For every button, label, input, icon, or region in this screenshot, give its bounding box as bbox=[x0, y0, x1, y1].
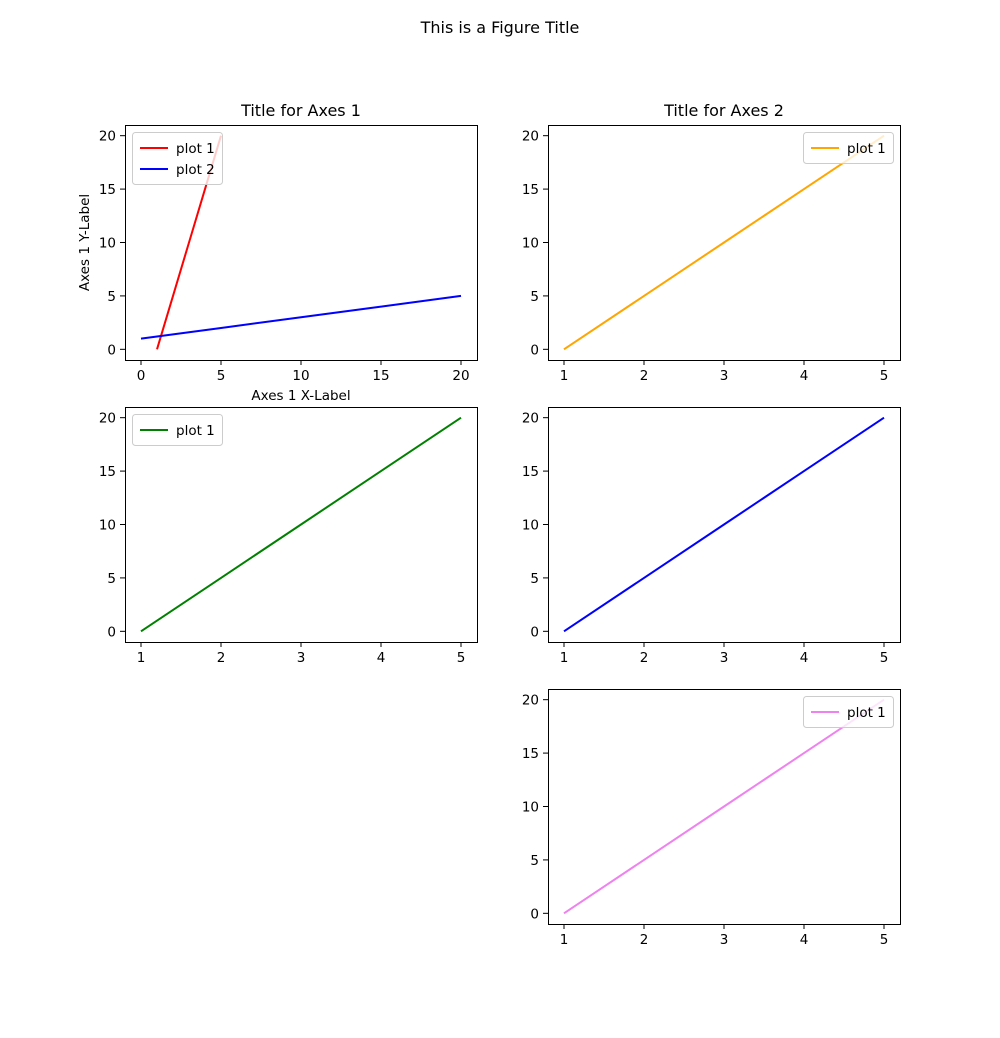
x-tick-label: 5 bbox=[217, 368, 226, 384]
legend: plot 1 bbox=[132, 414, 223, 446]
series-line-plot-1 bbox=[140, 416, 462, 633]
x-tick-label: 5 bbox=[457, 650, 466, 666]
legend-frame bbox=[803, 132, 894, 164]
x-tick-label: 1 bbox=[560, 650, 569, 666]
axes-title: Title for Axes 1 bbox=[240, 101, 361, 120]
x-tick-label: 20 bbox=[452, 368, 469, 384]
y-tick-label: 0 bbox=[530, 906, 539, 922]
x-tick-label: 2 bbox=[640, 650, 649, 666]
series-line-plot-2 bbox=[140, 294, 462, 340]
y-tick-label: 5 bbox=[107, 289, 116, 305]
axes-1: 0 5 10 15 20 0 5 10 15 20 Title for Axes 1 Axes 1 X… bbox=[77, 101, 478, 404]
y-tick-label: 10 bbox=[522, 518, 539, 534]
x-tick-label: 1 bbox=[137, 650, 146, 666]
x-tick-label: 2 bbox=[640, 368, 649, 384]
series-line-plot-1 bbox=[563, 698, 885, 915]
legend-label: plot 1 bbox=[176, 141, 215, 157]
y-tick-label: 5 bbox=[530, 289, 539, 305]
legend-label: plot 1 bbox=[847, 705, 886, 721]
x-tick-label: 4 bbox=[800, 368, 809, 384]
axes-4: 1 2 3 4 5 0 5 10 15 20 bbox=[522, 407, 901, 666]
series-line-unnamed bbox=[563, 416, 885, 633]
legend: plot 1 bbox=[803, 696, 894, 728]
x-tick-label: 5 bbox=[880, 368, 889, 384]
y-tick-label: 10 bbox=[99, 236, 116, 252]
y-tick-label: 0 bbox=[107, 624, 116, 640]
y-tick-label: 20 bbox=[99, 129, 116, 145]
legend-label: plot 1 bbox=[847, 141, 886, 157]
legend: plot 1 plot 2 bbox=[132, 132, 223, 185]
legend-frame bbox=[132, 132, 223, 185]
legend-frame bbox=[132, 414, 223, 446]
y-tick-label: 10 bbox=[99, 518, 116, 534]
x-tick-label: 5 bbox=[880, 932, 889, 948]
x-tick-label: 3 bbox=[297, 650, 306, 666]
x-tick-label: 3 bbox=[720, 932, 729, 948]
x-tick-label: 1 bbox=[560, 932, 569, 948]
x-tick-label: 4 bbox=[377, 650, 386, 666]
y-tick-label: 0 bbox=[107, 342, 116, 358]
series-line-plot-1 bbox=[563, 134, 885, 351]
axes-2: 1 2 3 4 5 0 5 10 15 20 Title for Axes 2 plot 1 bbox=[522, 101, 901, 384]
y-tick-label: 20 bbox=[99, 411, 116, 427]
x-tick-label: 3 bbox=[720, 368, 729, 384]
axes-5: 1 2 3 4 5 0 5 10 15 20 plot 1 bbox=[522, 689, 901, 948]
y-tick-label: 20 bbox=[522, 693, 539, 709]
x-tick-label: 2 bbox=[217, 650, 226, 666]
legend: plot 1 bbox=[803, 132, 894, 164]
x-tick-label: 5 bbox=[880, 650, 889, 666]
axes-title: Title for Axes 2 bbox=[663, 101, 784, 120]
x-tick-label: 15 bbox=[372, 368, 389, 384]
x-tick-label: 2 bbox=[640, 932, 649, 948]
y-tick-label: 15 bbox=[522, 464, 539, 480]
x-tick-label: 4 bbox=[800, 650, 809, 666]
legend-frame bbox=[803, 696, 894, 728]
legend-label: plot 2 bbox=[176, 162, 215, 178]
y-tick-label: 10 bbox=[522, 800, 539, 816]
y-tick-label: 5 bbox=[530, 571, 539, 587]
y-axis-label: Axes 1 Y-Label bbox=[77, 194, 93, 291]
x-tick-label: 4 bbox=[800, 932, 809, 948]
y-tick-label: 15 bbox=[522, 182, 539, 198]
x-tick-label: 0 bbox=[137, 368, 146, 384]
y-tick-label: 0 bbox=[530, 624, 539, 640]
y-tick-label: 10 bbox=[522, 236, 539, 252]
legend-label: plot 1 bbox=[176, 423, 215, 439]
axes-3: 1 2 3 4 5 0 5 10 15 20 plot 1 bbox=[99, 407, 478, 666]
x-tick-label: 3 bbox=[720, 650, 729, 666]
x-axis-label: Axes 1 X-Label bbox=[251, 388, 350, 404]
y-tick-label: 15 bbox=[99, 182, 116, 198]
y-tick-label: 15 bbox=[522, 746, 539, 762]
figure-title: This is a Figure Title bbox=[420, 18, 580, 37]
x-tick-label: 10 bbox=[292, 368, 309, 384]
y-tick-label: 0 bbox=[530, 342, 539, 358]
y-tick-label: 5 bbox=[107, 571, 116, 587]
y-tick-label: 15 bbox=[99, 464, 116, 480]
x-tick-label: 1 bbox=[560, 368, 569, 384]
y-tick-label: 20 bbox=[522, 129, 539, 145]
y-tick-label: 5 bbox=[530, 853, 539, 869]
y-tick-label: 20 bbox=[522, 411, 539, 427]
